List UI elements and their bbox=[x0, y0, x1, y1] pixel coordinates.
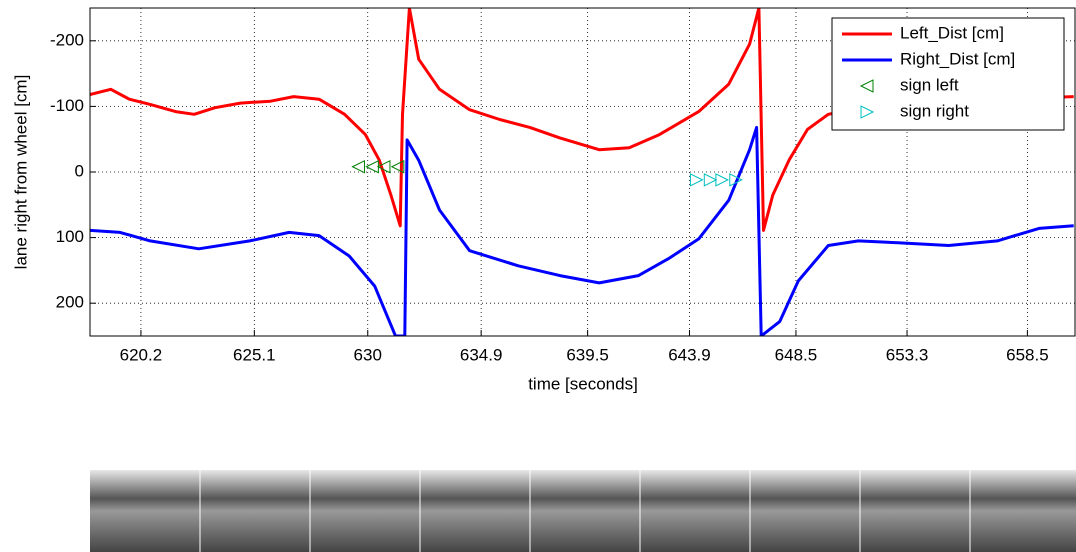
legend-label: Left_Dist [cm] bbox=[900, 23, 1004, 42]
frame-borders bbox=[199, 470, 971, 552]
x-tick-label: 625.1 bbox=[233, 345, 276, 364]
y-tick-label: 0 bbox=[75, 161, 84, 180]
x-tick-label: 653.3 bbox=[886, 345, 929, 364]
x-tick-label: 648.5 bbox=[775, 345, 818, 364]
legend-label: Right_Dist [cm] bbox=[900, 49, 1015, 68]
legend-label: sign right bbox=[900, 101, 969, 120]
x-tick-label: 643.9 bbox=[668, 345, 711, 364]
plot-lines bbox=[90, 8, 1074, 336]
x-tick-label: 639.5 bbox=[566, 345, 609, 364]
legend-swatch bbox=[860, 105, 875, 119]
marker bbox=[689, 173, 704, 187]
marker bbox=[390, 159, 405, 174]
x-axis-label: time [seconds] bbox=[528, 374, 638, 393]
x-tick-label: 658.5 bbox=[1006, 345, 1049, 364]
data-line bbox=[90, 8, 1074, 232]
marker bbox=[715, 173, 729, 187]
marker bbox=[703, 173, 718, 187]
marker bbox=[351, 159, 365, 174]
camera-strip bbox=[90, 470, 1076, 552]
y-tick-label: 200 bbox=[56, 293, 84, 312]
legend: Left_Dist [cm] Right_Dist [cm] sign left si… bbox=[831, 17, 1065, 131]
marker bbox=[376, 159, 391, 174]
camera-frames bbox=[90, 470, 1076, 552]
grid bbox=[90, 8, 1076, 336]
data-line bbox=[90, 125, 1074, 336]
legend-swatch bbox=[859, 79, 874, 93]
x-tick-label: 634.9 bbox=[460, 345, 503, 364]
y-tick-label: -200 bbox=[50, 30, 84, 49]
y-axis-label: lane right from wheel [cm] bbox=[11, 75, 30, 270]
y-tick-label: 100 bbox=[56, 227, 84, 246]
marker bbox=[729, 173, 743, 187]
legend-label: sign left bbox=[900, 75, 959, 94]
x-tick-label: 630 bbox=[354, 345, 382, 364]
x-tick-label: 620.2 bbox=[120, 345, 163, 364]
y-tick-label: -100 bbox=[50, 96, 84, 115]
